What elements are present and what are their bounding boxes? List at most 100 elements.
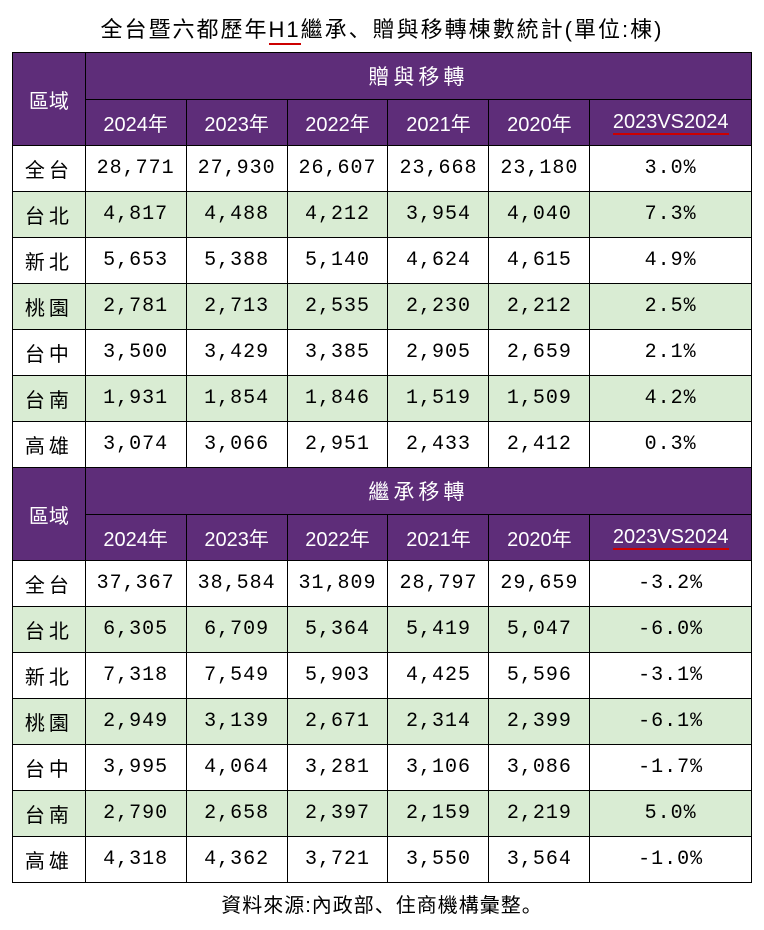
- year-header: 2024年: [85, 100, 186, 146]
- table-row: 桃園2,7812,7132,5352,2302,2122.5%: [13, 284, 752, 330]
- value-cell: 4,040: [489, 192, 590, 238]
- compare-cell: 3.0%: [590, 146, 752, 192]
- value-cell: 26,607: [287, 146, 388, 192]
- compare-cell: 2.5%: [590, 284, 752, 330]
- value-cell: 4,318: [85, 837, 186, 883]
- value-cell: 5,419: [388, 607, 489, 653]
- region-cell: 高雄: [13, 422, 86, 468]
- value-cell: 3,550: [388, 837, 489, 883]
- page-title: 全台暨六都歷年H1繼承、贈與移轉棟數統計(單位:棟): [12, 12, 752, 44]
- value-cell: 38,584: [186, 561, 287, 607]
- value-cell: 4,425: [388, 653, 489, 699]
- value-cell: 2,212: [489, 284, 590, 330]
- region-cell: 全台: [13, 561, 86, 607]
- value-cell: 4,624: [388, 238, 489, 284]
- table-row: 高雄4,3184,3623,7213,5503,564-1.0%: [13, 837, 752, 883]
- year-header: 2020年: [489, 515, 590, 561]
- year-header: 2023年: [186, 515, 287, 561]
- year-header: 2023年: [186, 100, 287, 146]
- value-cell: 2,159: [388, 791, 489, 837]
- stats-table: 區域贈與移轉2024年2023年2022年2021年2020年2023VS202…: [12, 52, 752, 883]
- table-row: 全台37,36738,58431,80928,79729,659-3.2%: [13, 561, 752, 607]
- region-cell: 新北: [13, 238, 86, 284]
- value-cell: 28,797: [388, 561, 489, 607]
- region-cell: 台南: [13, 791, 86, 837]
- title-pre: 全台暨六都歷年: [101, 17, 269, 42]
- compare-cell: 5.0%: [590, 791, 752, 837]
- title-post: 繼承、贈與移轉棟數統計(單位:棟): [301, 17, 664, 42]
- compare-cell: -1.0%: [590, 837, 752, 883]
- section-header: 繼承移轉: [85, 468, 751, 515]
- compare-cell: 0.3%: [590, 422, 752, 468]
- table-row: 台北4,8174,4884,2123,9544,0407.3%: [13, 192, 752, 238]
- compare-cell: -6.1%: [590, 699, 752, 745]
- value-cell: 3,281: [287, 745, 388, 791]
- value-cell: 2,314: [388, 699, 489, 745]
- value-cell: 2,905: [388, 330, 489, 376]
- value-cell: 5,903: [287, 653, 388, 699]
- value-cell: 2,535: [287, 284, 388, 330]
- year-header: 2024年: [85, 515, 186, 561]
- value-cell: 5,388: [186, 238, 287, 284]
- title-underlined: H1: [269, 17, 301, 45]
- value-cell: 1,519: [388, 376, 489, 422]
- value-cell: 6,305: [85, 607, 186, 653]
- value-cell: 2,658: [186, 791, 287, 837]
- region-header: 區域: [13, 468, 86, 561]
- year-header: 2022年: [287, 100, 388, 146]
- table-row: 台中3,5003,4293,3852,9052,6592.1%: [13, 330, 752, 376]
- compare-cell: 4.9%: [590, 238, 752, 284]
- compare-header: 2023VS2024: [590, 100, 752, 146]
- year-header: 2021年: [388, 515, 489, 561]
- table-row: 新北5,6535,3885,1404,6244,6154.9%: [13, 238, 752, 284]
- compare-cell: -1.7%: [590, 745, 752, 791]
- value-cell: 3,721: [287, 837, 388, 883]
- value-cell: 2,399: [489, 699, 590, 745]
- value-cell: 28,771: [85, 146, 186, 192]
- value-cell: 4,064: [186, 745, 287, 791]
- value-cell: 1,854: [186, 376, 287, 422]
- compare-cell: 2.1%: [590, 330, 752, 376]
- value-cell: 5,596: [489, 653, 590, 699]
- value-cell: 3,106: [388, 745, 489, 791]
- value-cell: 4,488: [186, 192, 287, 238]
- value-cell: 3,500: [85, 330, 186, 376]
- table-row: 台南2,7902,6582,3972,1592,2195.0%: [13, 791, 752, 837]
- value-cell: 3,385: [287, 330, 388, 376]
- year-header: 2021年: [388, 100, 489, 146]
- value-cell: 3,564: [489, 837, 590, 883]
- year-header: 2020年: [489, 100, 590, 146]
- value-cell: 2,951: [287, 422, 388, 468]
- value-cell: 5,140: [287, 238, 388, 284]
- value-cell: 1,509: [489, 376, 590, 422]
- region-header: 區域: [13, 53, 86, 146]
- table-row: 全台28,77127,93026,60723,66823,1803.0%: [13, 146, 752, 192]
- value-cell: 5,653: [85, 238, 186, 284]
- value-cell: 3,139: [186, 699, 287, 745]
- value-cell: 2,397: [287, 791, 388, 837]
- value-cell: 7,318: [85, 653, 186, 699]
- compare-header: 2023VS2024: [590, 515, 752, 561]
- region-cell: 桃園: [13, 699, 86, 745]
- compare-cell: -3.1%: [590, 653, 752, 699]
- value-cell: 2,412: [489, 422, 590, 468]
- value-cell: 2,659: [489, 330, 590, 376]
- value-cell: 6,709: [186, 607, 287, 653]
- region-cell: 全台: [13, 146, 86, 192]
- compare-cell: -6.0%: [590, 607, 752, 653]
- value-cell: 3,954: [388, 192, 489, 238]
- compare-cell: 4.2%: [590, 376, 752, 422]
- table-row: 新北7,3187,5495,9034,4255,596-3.1%: [13, 653, 752, 699]
- region-cell: 台北: [13, 192, 86, 238]
- region-cell: 台中: [13, 745, 86, 791]
- region-cell: 新北: [13, 653, 86, 699]
- value-cell: 2,713: [186, 284, 287, 330]
- value-cell: 1,846: [287, 376, 388, 422]
- value-cell: 2,230: [388, 284, 489, 330]
- value-cell: 2,219: [489, 791, 590, 837]
- value-cell: 3,074: [85, 422, 186, 468]
- table-row: 高雄3,0743,0662,9512,4332,4120.3%: [13, 422, 752, 468]
- table-row: 台中3,9954,0643,2813,1063,086-1.7%: [13, 745, 752, 791]
- value-cell: 31,809: [287, 561, 388, 607]
- region-cell: 高雄: [13, 837, 86, 883]
